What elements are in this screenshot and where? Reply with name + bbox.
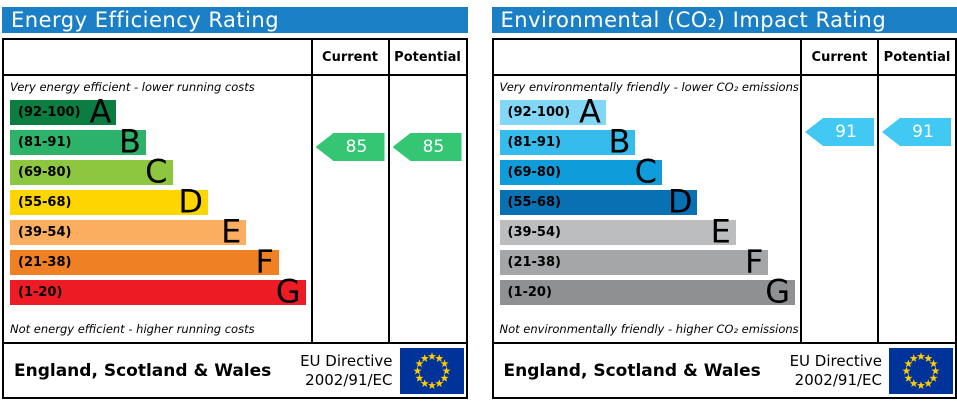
- rating-band-a: (92-100) A: [10, 95, 117, 127]
- band-letter: F: [255, 242, 274, 281]
- bottom-caption: Not energy efficient - higher running co…: [10, 322, 255, 336]
- rating-band-g: (1-20) G: [499, 275, 795, 307]
- band-letter: D: [667, 182, 693, 221]
- band-range-label: (1-20): [18, 285, 63, 300]
- band-range-label: (55-68): [507, 195, 561, 210]
- potential-rating-cell: 85: [387, 76, 466, 342]
- potential-column-header: Potential: [387, 40, 466, 76]
- rating-band-g: (1-20) G: [10, 275, 306, 307]
- co2-impact-table: Current Potential Very environmentally f…: [491, 38, 957, 399]
- region-label: England, Scotland & Wales: [14, 360, 272, 381]
- potential-rating-value: 91: [912, 122, 934, 142]
- eu-directive-line2: 2002/91/EC: [794, 370, 882, 389]
- current-rating-value: 85: [345, 137, 368, 157]
- band-range-label: (69-80): [507, 165, 561, 180]
- rating-band-d: (55-68) D: [499, 185, 698, 217]
- band-letter: G: [765, 272, 790, 311]
- rating-band-f: (21-38) F: [499, 245, 769, 277]
- rating-band-b: (81-91) B: [10, 125, 146, 157]
- eu-directive-line1: EU Directive: [300, 351, 393, 370]
- band-letter: B: [118, 122, 141, 161]
- band-letter: C: [634, 152, 658, 191]
- band-letter: A: [578, 92, 601, 131]
- band-letter: E: [221, 212, 242, 251]
- band-letter: D: [178, 182, 203, 221]
- band-range-label: (92-100): [18, 105, 81, 120]
- rating-band-d: (55-68) D: [10, 185, 208, 217]
- band-range-label: (92-100): [507, 105, 571, 120]
- potential-rating-arrow: 85: [392, 133, 462, 161]
- rating-band-a: (92-100) A: [499, 95, 606, 127]
- current-rating-cell: 85: [310, 76, 388, 342]
- band-letter: E: [710, 212, 731, 251]
- bottom-caption: Not environmentally friendly - higher CO…: [499, 322, 799, 336]
- energy-efficiency-title: Energy Efficiency Rating: [2, 7, 468, 33]
- band-letter: A: [89, 92, 112, 131]
- current-rating-cell: 91: [800, 76, 877, 342]
- band-letter: G: [275, 272, 301, 311]
- energy-efficiency-table: Current Potential Very energy efficient …: [2, 38, 468, 399]
- rating-band-e: (39-54) E: [499, 215, 736, 247]
- region-label: England, Scotland & Wales: [503, 360, 761, 381]
- band-range-label: (55-68): [18, 195, 72, 210]
- potential-column-header: Potential: [877, 40, 955, 76]
- co2-impact-chart: Environmental (CO₂) Impact Rating Curren…: [491, 7, 957, 399]
- current-column-header: Current: [800, 40, 877, 76]
- table-footer: England, Scotland & Wales EU Directive 2…: [4, 342, 466, 397]
- band-range-label: (81-91): [507, 135, 561, 150]
- eu-flag-icon: [889, 347, 953, 394]
- energy-rating-bands: (92-100) A (81-91) B (69-80) C (55-68) D (39-54)…: [10, 95, 306, 310]
- table-footer: England, Scotland & Wales EU Directive 2…: [493, 342, 955, 397]
- band-range-label: (21-38): [18, 255, 72, 270]
- eu-directive-label: EU Directive 2002/91/EC: [300, 352, 392, 390]
- header-blank-cell: [4, 40, 311, 76]
- band-letter: B: [608, 122, 631, 161]
- energy-rating-scale: Very energy efficient - lower running co…: [4, 76, 311, 342]
- co2-rating-bands: (92-100) A (81-91) B (69-80) C (55-68) D (39-54)…: [499, 95, 795, 310]
- current-rating-value: 91: [835, 122, 857, 142]
- band-letter: F: [744, 242, 764, 281]
- potential-rating-value: 85: [422, 137, 445, 157]
- band-range-label: (39-54): [18, 225, 72, 240]
- rating-band-b: (81-91) B: [499, 125, 636, 157]
- top-caption: Very environmentally friendly - lower CO…: [499, 80, 799, 94]
- eu-directive-line2: 2002/91/EC: [305, 370, 393, 389]
- top-caption: Very energy efficient - lower running co…: [10, 80, 255, 94]
- rating-band-e: (39-54) E: [10, 215, 247, 247]
- potential-rating-cell: 91: [877, 76, 955, 342]
- current-rating-arrow: 85: [315, 133, 385, 161]
- rating-band-c: (69-80) C: [499, 155, 663, 187]
- current-rating-arrow: 91: [805, 118, 874, 146]
- eu-directive-label: EU Directive 2002/91/EC: [790, 352, 882, 390]
- co2-rating-scale: Very environmentally friendly - lower CO…: [494, 76, 801, 342]
- band-range-label: (1-20): [507, 285, 552, 300]
- band-range-label: (21-38): [507, 255, 561, 270]
- rating-band-f: (21-38) F: [10, 245, 279, 277]
- band-range-label: (69-80): [18, 165, 72, 180]
- band-range-label: (39-54): [507, 225, 561, 240]
- eu-directive-line1: EU Directive: [789, 351, 882, 370]
- co2-impact-title: Environmental (CO₂) Impact Rating: [491, 7, 957, 33]
- energy-efficiency-chart: Energy Efficiency Rating Current Potenti…: [2, 7, 468, 399]
- band-letter: C: [145, 152, 168, 191]
- rating-band-c: (69-80) C: [10, 155, 173, 187]
- eu-flag-icon: [399, 347, 464, 394]
- potential-rating-arrow: 91: [882, 118, 951, 146]
- epc-rating-charts: Energy Efficiency Rating Current Potenti…: [2, 7, 957, 399]
- header-blank-cell: [493, 40, 800, 76]
- current-column-header: Current: [310, 40, 388, 76]
- band-range-label: (81-91): [18, 135, 72, 150]
